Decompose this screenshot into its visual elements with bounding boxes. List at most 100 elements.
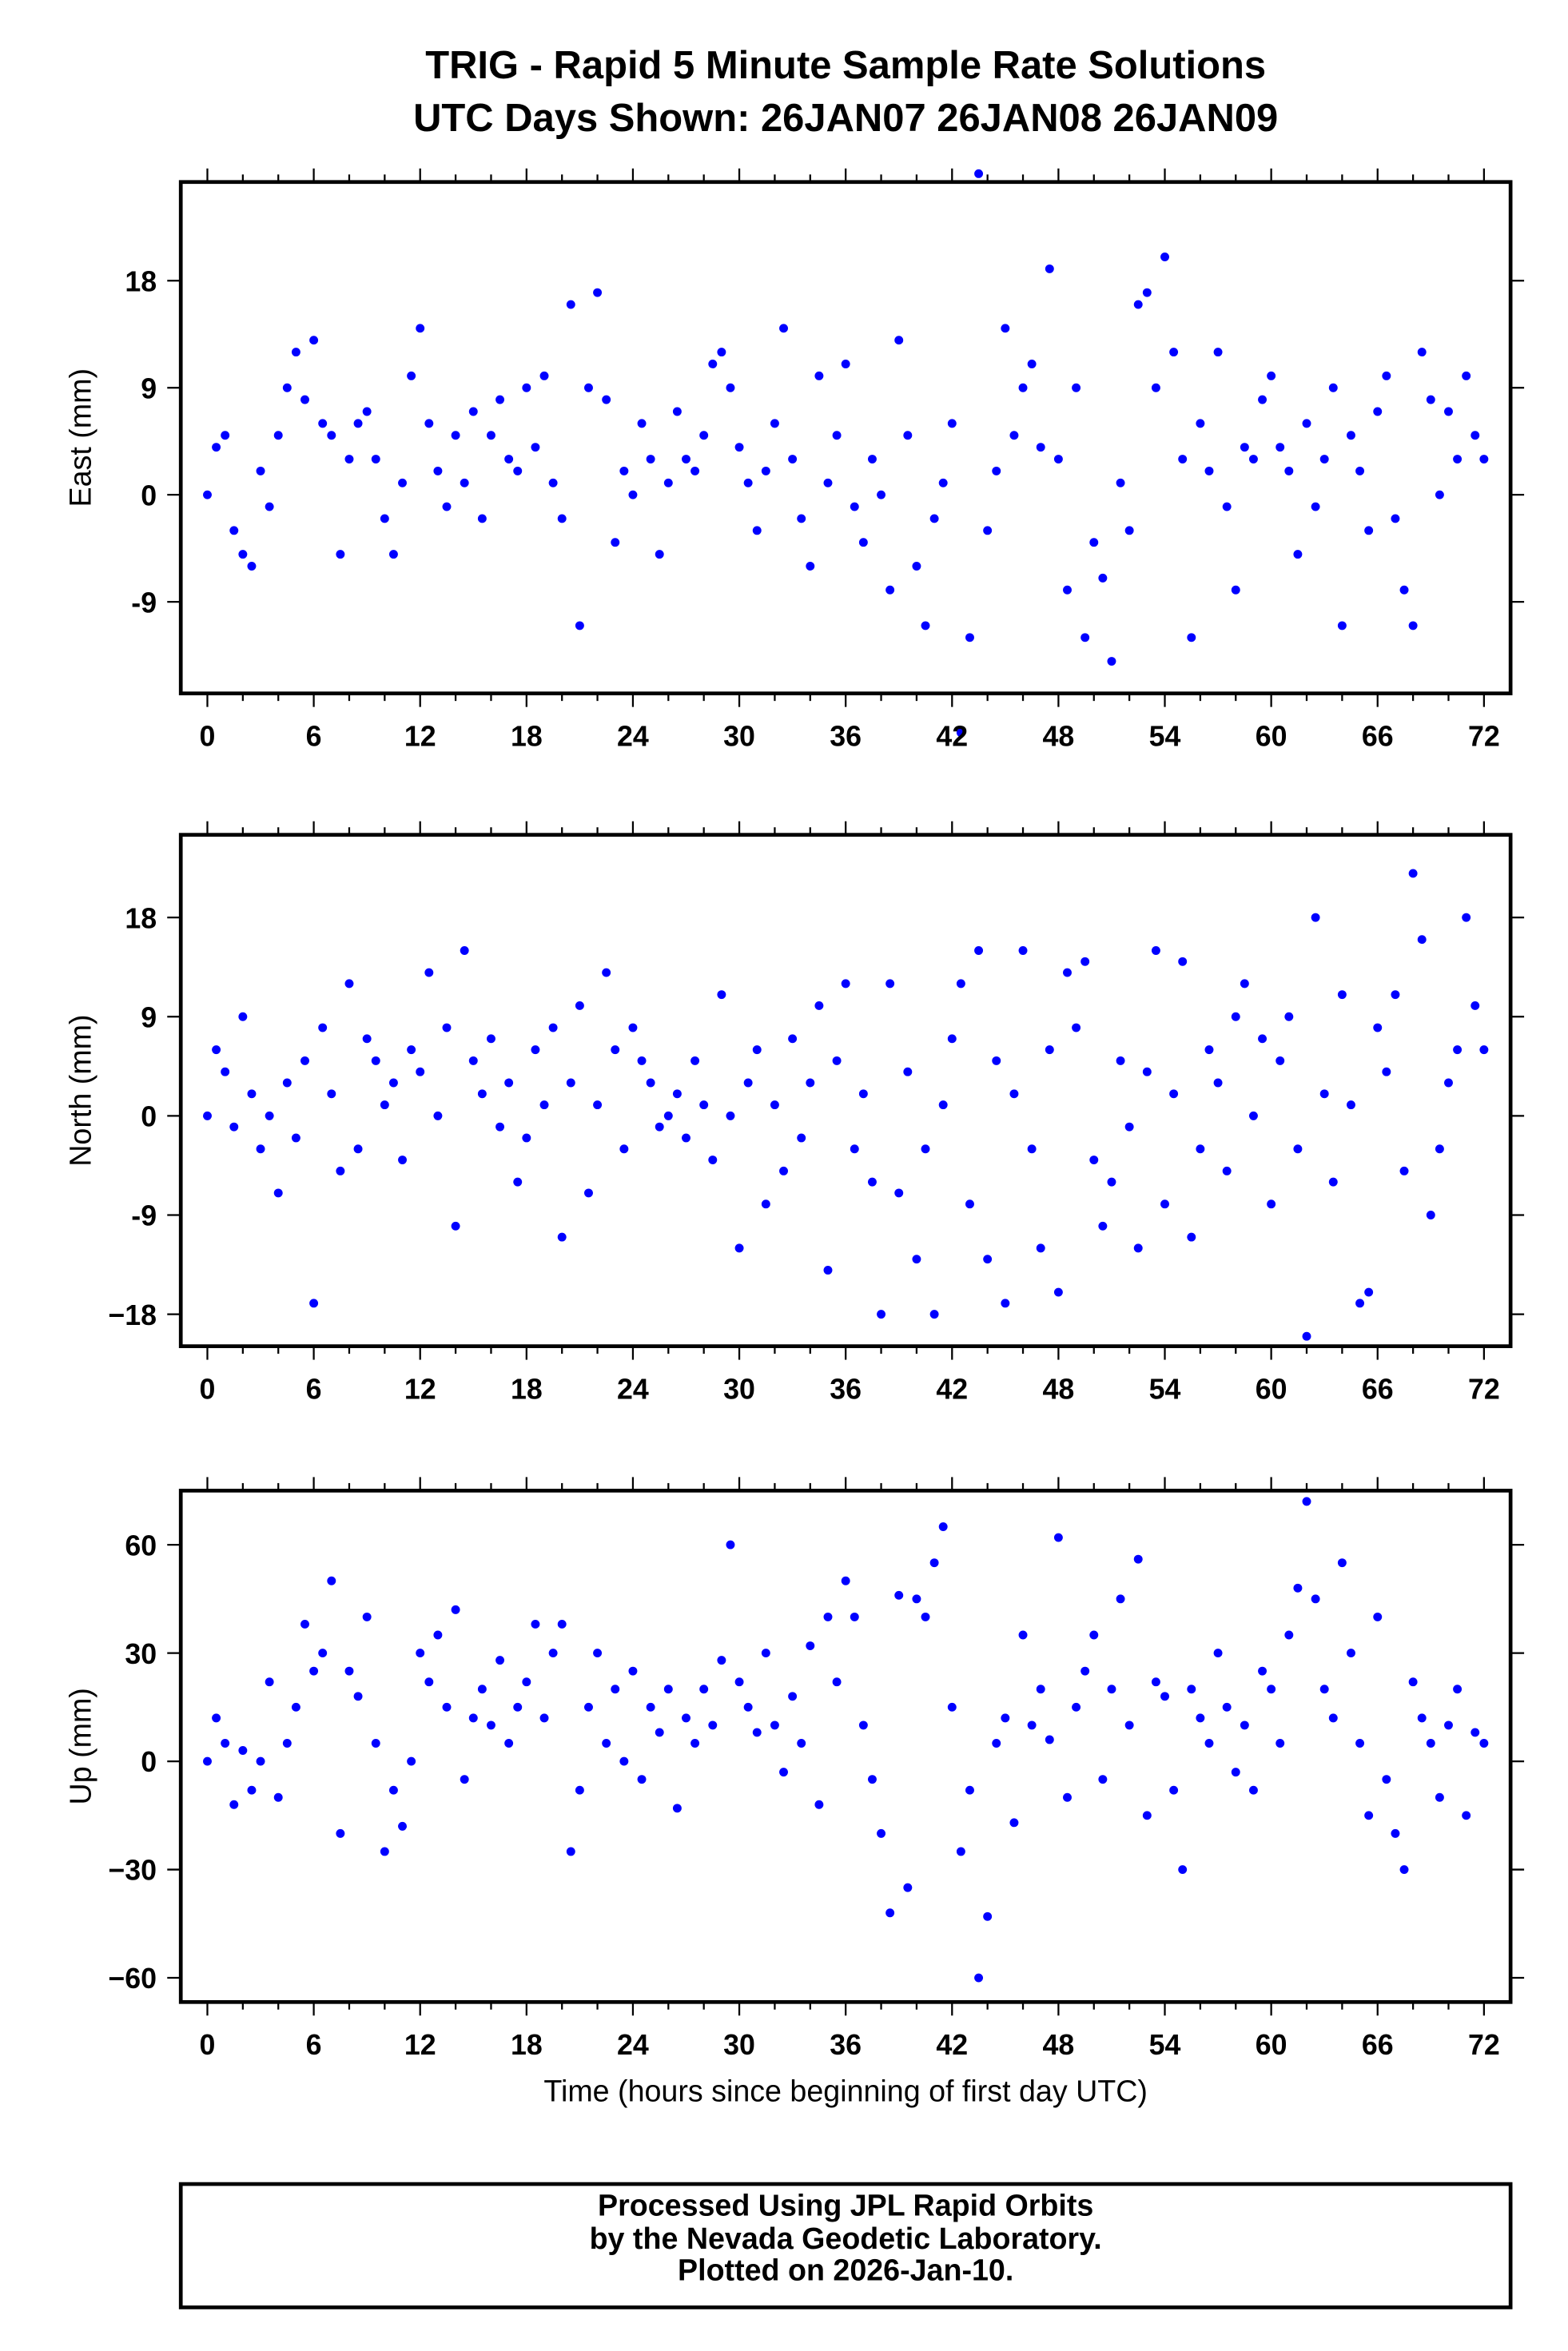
east-data-point (1196, 419, 1205, 428)
up-data-point (1160, 1692, 1169, 1701)
x-tick-label: 30 (723, 721, 755, 753)
north-data-point (619, 1144, 629, 1154)
north-data-point (388, 1078, 398, 1088)
east-data-point (1009, 431, 1019, 440)
up-data-point (495, 1656, 505, 1665)
x-tick-label: 18 (511, 2029, 543, 2061)
north-data-point (1027, 1144, 1037, 1154)
east-data-point (1275, 443, 1285, 452)
east-data-point (806, 562, 815, 571)
east-data-point (938, 478, 948, 487)
up-data-point (752, 1728, 762, 1737)
north-data-point (734, 1243, 744, 1253)
up-data-point (956, 1847, 965, 1856)
up-data-point (380, 1847, 389, 1856)
up-data-point (442, 1702, 452, 1712)
north-data-point (1284, 1012, 1294, 1021)
x-tick-label: 48 (1043, 721, 1075, 753)
east-data-point (388, 550, 398, 559)
north-data-point (1098, 1221, 1108, 1231)
east-data-point (416, 324, 425, 333)
up-data-point (548, 1649, 558, 1658)
up-panel: 0 6 12 18 24 30 36 42 48 54 60 66 72 −60 −30 0 30 60 Up (m… (63, 1477, 1525, 2061)
north-data-point (1063, 968, 1072, 977)
east-data-point (265, 502, 274, 511)
up-data-point (938, 1522, 948, 1531)
chart-subtitle: UTC Days Shown: 26JAN07 26JAN08 26JAN09 (413, 97, 1278, 140)
north-data-point (877, 1310, 886, 1319)
east-data-point (1399, 585, 1409, 595)
up-data-point (877, 1828, 886, 1838)
east-data-point (1364, 526, 1374, 535)
x-tick-label: 30 (723, 1374, 755, 1406)
north-data-point (424, 968, 434, 977)
east-data-point (726, 383, 735, 392)
up-data-point (1435, 1792, 1444, 1802)
east-data-point (1178, 455, 1188, 463)
east-data-point (1391, 514, 1400, 523)
north-data-point (1258, 1034, 1267, 1044)
up-data-point (1072, 1702, 1081, 1712)
up-data-point (682, 1713, 690, 1723)
x-tick-label: 42 (936, 2029, 968, 2061)
up-data-point (1275, 1739, 1285, 1748)
north-data-point (992, 1056, 1001, 1065)
east-data-point (947, 419, 957, 428)
up-data-point (1453, 1685, 1463, 1694)
east-data-point (256, 466, 265, 475)
up-data-point (433, 1630, 443, 1640)
up-data-point (1444, 1720, 1453, 1730)
north-data-point (858, 1089, 868, 1099)
up-data-point (557, 1619, 567, 1629)
east-data-point (1151, 383, 1160, 392)
north-data-point (1426, 1211, 1435, 1219)
up-data-point (646, 1702, 655, 1712)
up-data-point (1178, 1865, 1188, 1875)
north-data-point (1009, 1089, 1019, 1099)
x-tick-label: 66 (1362, 721, 1394, 753)
east-data-point (282, 383, 292, 392)
up-data-point (229, 1800, 239, 1809)
up-data-point (1089, 1630, 1099, 1640)
north-data-point (938, 1100, 948, 1110)
east-data-point (1453, 455, 1463, 463)
north-data-point (212, 1045, 221, 1055)
east-data-point (965, 633, 974, 642)
north-data-point (832, 1056, 842, 1065)
east-data-point (522, 383, 531, 392)
north-data-point (398, 1156, 407, 1165)
east-data-point (1328, 383, 1338, 392)
north-data-point (1169, 1089, 1179, 1099)
up-data-point (336, 1828, 345, 1838)
north-data-point (752, 1045, 762, 1055)
east-data-point (858, 538, 868, 547)
north-data-point (548, 1023, 558, 1032)
up-data-point (717, 1656, 726, 1665)
east-data-point (1169, 348, 1179, 357)
east-data-point (885, 585, 895, 595)
north-data-point (1347, 1100, 1355, 1110)
north-data-point (806, 1078, 815, 1088)
east-data-point (770, 419, 779, 428)
east-data-point (743, 478, 753, 487)
north-data-point (504, 1078, 514, 1088)
up-data-point (522, 1677, 531, 1687)
up-data-point (832, 1677, 842, 1687)
up-data-point (504, 1739, 514, 1748)
north-data-point (1213, 1078, 1223, 1088)
x-tick-label: 72 (1468, 1374, 1500, 1406)
east-data-point (1142, 288, 1152, 297)
east-data-point (566, 300, 575, 309)
east-data-point (513, 466, 523, 475)
east-data-point (291, 348, 300, 357)
east-data-point (584, 383, 593, 392)
north-data-point (1337, 990, 1347, 1000)
up-data-point (221, 1739, 230, 1748)
east-data-point (1080, 633, 1090, 642)
north-data-point (717, 990, 726, 1000)
north-data-point (1470, 1000, 1480, 1010)
east-data-point (1116, 478, 1125, 487)
north-data-point (1089, 1156, 1099, 1165)
north-data-point (1142, 1067, 1152, 1076)
y-tick-label: 9 (141, 1001, 157, 1033)
